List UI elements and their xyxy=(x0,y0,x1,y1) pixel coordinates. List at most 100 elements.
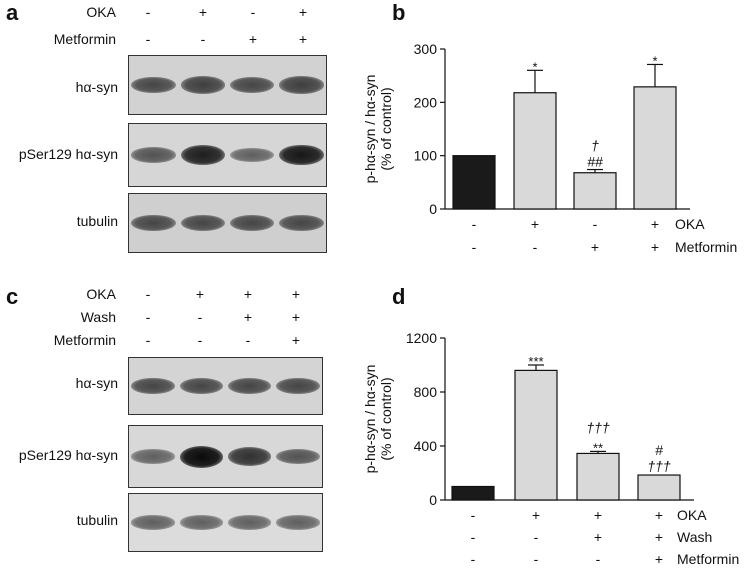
blot-band xyxy=(179,445,224,468)
bar-chart-b: 0 100 200 300 p-hα-syn / hα-syn (% of control… xyxy=(362,41,737,255)
blot-label-pser129: pSer129 hα-syn xyxy=(18,146,118,162)
condition-label: OKA xyxy=(675,216,705,232)
blot-band xyxy=(227,447,272,466)
blot-band xyxy=(227,377,272,395)
sign: - xyxy=(145,309,151,325)
blot-label-ha-syn: hα-syn xyxy=(75,375,118,391)
condition-sign: + xyxy=(651,216,659,232)
significance-marker: ** xyxy=(593,440,603,455)
condition-label-oka: OKA xyxy=(86,286,116,302)
condition-label-oka: OKA xyxy=(86,4,116,20)
condition-sign: + xyxy=(655,529,663,545)
western-blot-pser129 xyxy=(128,425,323,488)
significance-marker: * xyxy=(652,53,657,68)
bar xyxy=(633,86,677,210)
condition-sign: - xyxy=(472,239,477,255)
panel-letter-c: c xyxy=(6,284,19,309)
significance-marker: † xyxy=(591,138,599,154)
condition-sign: - xyxy=(472,216,477,232)
significance-marker: *** xyxy=(528,354,543,369)
sign: - xyxy=(197,332,203,348)
sign: + xyxy=(195,286,205,302)
blot-band xyxy=(229,214,275,232)
condition-sign: - xyxy=(593,216,598,232)
blot-band xyxy=(131,449,175,464)
sign: - xyxy=(145,332,151,348)
blot-band xyxy=(276,515,320,530)
sign: - xyxy=(145,286,151,302)
blot-band xyxy=(279,144,324,166)
significance-marker: * xyxy=(532,59,537,74)
condition-sign: - xyxy=(471,529,476,545)
bar xyxy=(576,452,620,501)
condition-sign: - xyxy=(471,551,476,567)
y-axis-label: p-hα-syn / hα-syn xyxy=(362,365,378,474)
western-blot-tubulin xyxy=(128,493,323,552)
panel-letter-b: b xyxy=(392,0,406,25)
sign: + xyxy=(298,31,308,47)
significance-marker: ## xyxy=(587,154,603,170)
significance-marker: # xyxy=(655,442,663,458)
condition-label: Wash xyxy=(677,529,712,545)
sign: + xyxy=(198,4,208,20)
y-tick-label: 400 xyxy=(414,438,438,454)
condition-sign: - xyxy=(533,239,538,255)
blot-band xyxy=(276,448,320,465)
blot-band xyxy=(131,377,175,395)
blot-band xyxy=(131,147,176,163)
y-tick-label: 300 xyxy=(414,41,438,57)
bar xyxy=(451,485,495,501)
condition-sign: - xyxy=(596,551,601,567)
sign: + xyxy=(291,332,301,348)
condition-sign: - xyxy=(534,551,539,567)
blot-band xyxy=(131,515,175,530)
western-blot-pser129 xyxy=(128,123,327,187)
blot-band xyxy=(227,515,272,530)
condition-label-metformin: Metformin xyxy=(53,332,116,348)
sign: - xyxy=(200,31,206,47)
sign: - xyxy=(145,4,151,20)
y-axis-label: (% of control) xyxy=(378,87,394,170)
panel-letter-a: a xyxy=(6,0,19,25)
significance-marker: ††† xyxy=(586,419,610,435)
western-blot-ha-syn xyxy=(128,55,327,115)
bar-chart-d: 0 400 800 1200 p-hα-syn / hα-syn (% of contro… xyxy=(362,330,739,567)
sign: + xyxy=(291,309,301,325)
sign: - xyxy=(250,4,256,20)
condition-sign: + xyxy=(531,216,539,232)
condition-label: Metformin xyxy=(675,239,737,255)
blot-band xyxy=(180,214,226,232)
bar xyxy=(452,155,496,210)
blot-label-ha-syn: hα-syn xyxy=(75,79,118,95)
condition-sign: + xyxy=(655,507,663,523)
condition-sign: + xyxy=(655,551,663,567)
condition-sign: + xyxy=(594,529,602,545)
blot-band xyxy=(131,214,176,232)
condition-sign: + xyxy=(594,507,602,523)
y-tick-label: 1200 xyxy=(406,330,437,346)
bar xyxy=(637,474,681,501)
blot-band xyxy=(131,76,176,94)
y-tick-label: 800 xyxy=(414,384,438,400)
significance-marker: ††† xyxy=(647,458,671,474)
blot-band xyxy=(229,147,275,163)
panel-letter-d: d xyxy=(392,284,406,309)
blot-band xyxy=(179,377,224,395)
sign: + xyxy=(248,31,258,47)
blot-band xyxy=(276,377,320,395)
blot-label-pser129: pSer129 hα-syn xyxy=(18,447,118,463)
bar xyxy=(513,92,557,210)
condition-sign: + xyxy=(651,239,659,255)
sign: + xyxy=(298,4,308,20)
y-tick-label: 0 xyxy=(429,492,437,508)
y-tick-label: 100 xyxy=(414,148,438,164)
condition-sign: + xyxy=(591,239,599,255)
sign: + xyxy=(243,286,253,302)
blot-band xyxy=(179,515,224,530)
bar xyxy=(514,369,558,501)
blot-band xyxy=(279,76,324,94)
western-blot-tubulin xyxy=(128,193,327,253)
condition-sign: - xyxy=(471,507,476,523)
sign: + xyxy=(291,286,301,302)
blot-label-tubulin: tubulin xyxy=(76,213,118,229)
